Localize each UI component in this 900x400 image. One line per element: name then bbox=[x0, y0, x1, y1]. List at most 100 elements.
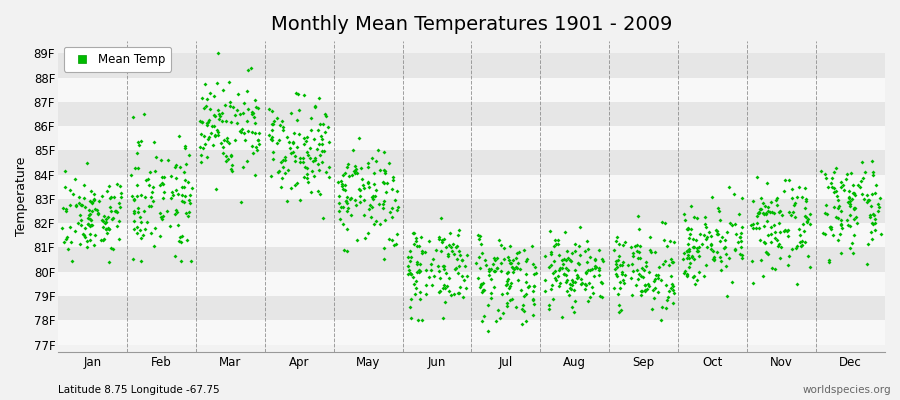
Point bbox=[762, 209, 777, 215]
Point bbox=[176, 198, 191, 205]
Point bbox=[760, 204, 775, 210]
Point bbox=[424, 267, 438, 273]
Point bbox=[591, 265, 606, 271]
Point bbox=[438, 299, 453, 305]
Point bbox=[139, 194, 153, 200]
Point bbox=[269, 140, 284, 146]
Point bbox=[842, 194, 856, 200]
Point bbox=[301, 165, 315, 171]
Point bbox=[731, 239, 745, 245]
Point bbox=[835, 224, 850, 231]
Point bbox=[112, 203, 127, 210]
Point bbox=[640, 286, 654, 293]
Point bbox=[139, 226, 153, 232]
Point bbox=[202, 90, 217, 96]
Point bbox=[451, 290, 465, 296]
Point bbox=[407, 241, 421, 248]
Point bbox=[549, 241, 563, 247]
Point bbox=[68, 228, 82, 234]
Point bbox=[609, 264, 624, 270]
Point bbox=[542, 302, 556, 308]
Point bbox=[424, 260, 438, 267]
Point bbox=[311, 160, 326, 167]
Point bbox=[700, 234, 715, 240]
Point bbox=[797, 204, 812, 211]
Point bbox=[432, 236, 446, 242]
Point bbox=[661, 294, 675, 300]
Point bbox=[334, 204, 348, 210]
Point bbox=[483, 290, 498, 296]
Point bbox=[585, 283, 599, 290]
Point bbox=[611, 302, 625, 308]
Point bbox=[733, 251, 747, 258]
Point bbox=[709, 228, 724, 234]
Point bbox=[126, 196, 140, 202]
Point bbox=[341, 205, 356, 212]
Point bbox=[589, 256, 603, 262]
Point bbox=[194, 119, 209, 125]
Point bbox=[690, 248, 705, 254]
Point bbox=[289, 90, 303, 96]
Point bbox=[565, 277, 580, 284]
Point bbox=[503, 260, 517, 266]
Point bbox=[215, 110, 230, 116]
Point bbox=[99, 226, 113, 232]
Point bbox=[432, 288, 446, 294]
Point bbox=[377, 256, 392, 262]
Point bbox=[106, 194, 121, 201]
Point bbox=[178, 145, 193, 152]
Point bbox=[390, 230, 404, 237]
Point bbox=[214, 140, 229, 146]
Point bbox=[442, 241, 456, 248]
Point bbox=[501, 284, 516, 291]
Point bbox=[104, 207, 118, 214]
Point bbox=[361, 230, 375, 236]
Point bbox=[565, 304, 580, 310]
Point bbox=[832, 202, 847, 209]
Point bbox=[580, 298, 595, 304]
Point bbox=[518, 318, 533, 324]
Point bbox=[734, 238, 748, 244]
Point bbox=[753, 206, 768, 212]
Point bbox=[760, 180, 774, 186]
Point bbox=[665, 287, 680, 293]
Point bbox=[210, 80, 224, 86]
Point bbox=[311, 167, 326, 173]
Point bbox=[647, 295, 662, 301]
Point bbox=[168, 175, 183, 182]
Point bbox=[824, 223, 838, 230]
Point bbox=[680, 240, 695, 247]
Point bbox=[578, 281, 592, 287]
Point bbox=[693, 231, 707, 237]
Point bbox=[611, 257, 625, 263]
Point bbox=[76, 231, 90, 238]
Point bbox=[168, 207, 183, 214]
Point bbox=[526, 297, 540, 303]
Point bbox=[840, 217, 854, 224]
Point bbox=[770, 242, 785, 249]
Point bbox=[413, 261, 428, 267]
Point bbox=[290, 180, 304, 186]
Point bbox=[148, 225, 162, 231]
Point bbox=[716, 234, 730, 240]
Point bbox=[764, 199, 778, 206]
Point bbox=[837, 187, 851, 194]
Point bbox=[517, 246, 531, 253]
Point bbox=[436, 315, 451, 321]
Point bbox=[833, 184, 848, 190]
Point bbox=[750, 220, 764, 226]
Point bbox=[373, 220, 387, 227]
Point bbox=[367, 220, 382, 227]
Point bbox=[580, 238, 594, 244]
Point bbox=[338, 170, 353, 176]
Point bbox=[212, 113, 227, 119]
Point bbox=[352, 135, 366, 142]
Point bbox=[221, 156, 236, 162]
Point bbox=[752, 210, 766, 216]
Point bbox=[266, 118, 281, 124]
Point bbox=[168, 187, 183, 194]
Point bbox=[104, 194, 119, 201]
Point bbox=[200, 96, 214, 102]
Point bbox=[538, 288, 553, 294]
Point bbox=[734, 244, 748, 250]
